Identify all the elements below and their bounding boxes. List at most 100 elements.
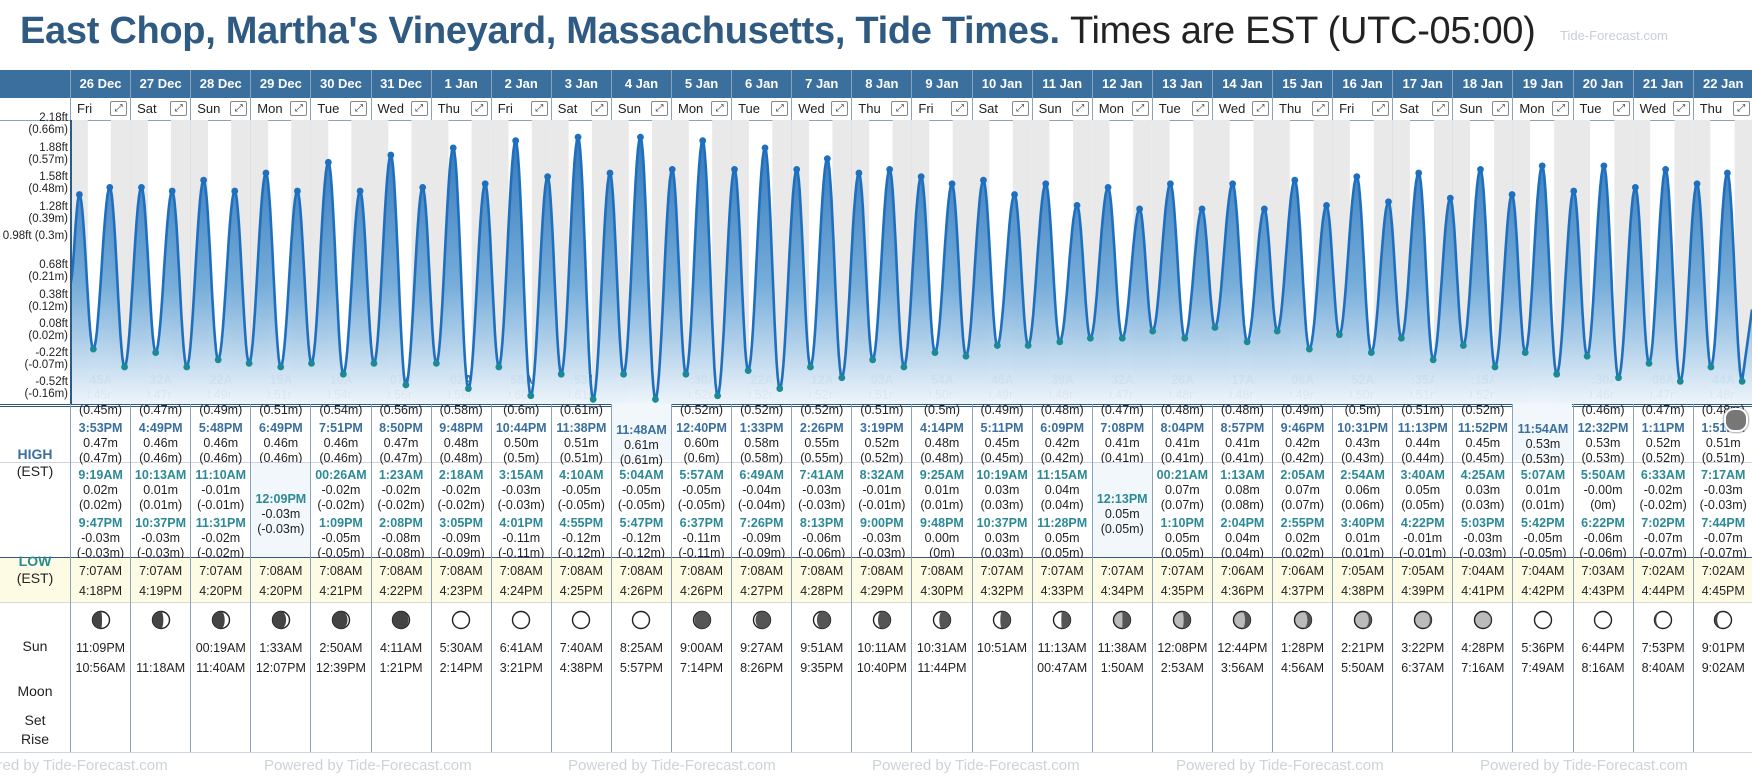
- low-tide-point: [464, 385, 472, 392]
- high-tide-entry: 8:50PM 0.47m (0.47m): [372, 421, 431, 466]
- low-tide-height-alt: (-0.03m): [76, 546, 125, 560]
- moonset-time: 7:40AM: [559, 641, 603, 655]
- high-tide-height: 0.58m: [744, 436, 780, 450]
- low-tide-height: -0.02m: [441, 483, 481, 497]
- low-tide-point: [1024, 342, 1032, 349]
- expand-icon[interactable]: ⤢: [1372, 101, 1390, 116]
- expand-icon[interactable]: ⤢: [1312, 101, 1330, 116]
- expand-icon[interactable]: ⤢: [1191, 101, 1209, 116]
- low-tide-point: [277, 363, 285, 371]
- sunset-time: 4:35PM: [1160, 584, 1204, 598]
- high-tide-height: 0.41m: [1104, 436, 1140, 450]
- expand-icon[interactable]: ⤢: [410, 101, 428, 116]
- expand-icon[interactable]: ⤢: [1732, 101, 1750, 116]
- expand-icon[interactable]: ⤢: [290, 101, 308, 116]
- weekday-label: Tue: [1158, 101, 1181, 116]
- expand-icon[interactable]: ⤢: [1552, 101, 1570, 116]
- high-tide-point: [606, 169, 614, 177]
- moon-phase-icon: [331, 610, 351, 630]
- high-tide-height-alt: (0.47m): [1100, 403, 1144, 417]
- low-tide-point: [339, 370, 347, 378]
- moonset-time: 12:44PM: [1217, 641, 1268, 655]
- moon-cell: 3:22PM 6:37AM: [1393, 604, 1452, 682]
- high-tide-time: 9:46PM: [1280, 421, 1325, 435]
- moonrise-time: 8:16AM: [1581, 661, 1625, 675]
- low-tide-time: 2:55PM: [1280, 516, 1325, 530]
- high-tide-height-alt: (0.49m): [199, 403, 243, 417]
- expand-icon[interactable]: ⤢: [1612, 101, 1630, 116]
- moon-phase-icon: [932, 610, 952, 630]
- high-tide-height-alt: (0.55m): [800, 451, 844, 465]
- low-tide-point: [1397, 334, 1405, 342]
- expand-icon[interactable]: ⤢: [1251, 101, 1269, 116]
- scroll-handle[interactable]: [1724, 408, 1748, 432]
- high-tide-entry: 12:40PM 0.60m (0.6m): [672, 421, 731, 466]
- sunrise-time: 7:08AM: [680, 564, 724, 578]
- day-column: 26 DecFri⤢3:45AM0.45m(0.45m)3:53PM0.47m(…: [70, 70, 131, 752]
- low-tide-point: [1521, 349, 1529, 357]
- high-tide-time: 2:26PM: [799, 421, 844, 435]
- expand-icon[interactable]: ⤢: [1432, 101, 1450, 116]
- expand-icon[interactable]: ⤢: [951, 101, 969, 116]
- low-tide-entry: 10:13AM 0.01m (0.01m): [131, 468, 190, 513]
- high-tide-entry: 6:49PM 0.46m (0.46m): [251, 421, 310, 466]
- high-tide-height-alt: (0.47m): [139, 403, 183, 417]
- moonrise-time: 00:47AM: [1037, 661, 1088, 675]
- expand-icon[interactable]: ⤢: [1492, 101, 1510, 116]
- expand-icon[interactable]: ⤢: [170, 101, 188, 116]
- tide-chart: [70, 120, 1752, 404]
- high-tide-height-alt: (0.52m): [800, 403, 844, 417]
- high-tide-point: [449, 144, 457, 152]
- low-tide-height-alt: (-0.02m): [317, 498, 365, 512]
- expand-icon[interactable]: ⤢: [1131, 101, 1149, 116]
- expand-icon[interactable]: ⤢: [1071, 101, 1089, 116]
- moonrise-time: 9:35PM: [800, 661, 844, 675]
- expand-icon[interactable]: ⤢: [771, 101, 789, 116]
- high-tide-height-alt: (0.5m): [1344, 403, 1381, 417]
- low-tz-label: (EST): [16, 570, 54, 586]
- low-tide-entry: 7:44PM -0.07m (-0.07m): [1694, 516, 1752, 561]
- sunset-time: 4:25PM: [559, 584, 603, 598]
- high-tide-time: 5:48PM: [198, 421, 243, 435]
- expand-icon[interactable]: ⤢: [891, 101, 909, 116]
- high-tide-height-alt: (0.51m): [559, 451, 603, 465]
- high-tide-time: 1:33PM: [739, 421, 784, 435]
- low-tide-point: [121, 363, 128, 371]
- day-column: 22 JanThu⤢1:44AM0.48m(0.48m)1:51PM0.51m(…: [1692, 70, 1752, 752]
- high-tide-point: [1662, 166, 1670, 173]
- expand-icon[interactable]: ⤢: [530, 101, 548, 116]
- weekday-cell: Fri ⤢: [912, 98, 971, 120]
- low-tide-height-alt: (0.05m): [1160, 546, 1204, 560]
- row-separator: [0, 120, 1752, 121]
- low-tide-height-alt: (-0.05m): [677, 498, 726, 512]
- sun-times-cell: 7:03AM 4:43PM: [1573, 558, 1633, 602]
- low-tide-point: [1429, 356, 1437, 364]
- high-tide-time: 11:13PM: [1397, 421, 1448, 435]
- low-tide-entry: 11:31PM -0.02m (-0.02m): [191, 516, 250, 561]
- expand-icon[interactable]: ⤢: [470, 101, 488, 116]
- expand-icon[interactable]: ⤢: [590, 101, 608, 116]
- expand-icon[interactable]: ⤢: [711, 101, 729, 116]
- high-tide-height: 0.48m: [924, 436, 960, 450]
- expand-icon[interactable]: ⤢: [1672, 101, 1690, 116]
- low-tide-time: 12:13PM: [1096, 492, 1148, 506]
- high-tide-height: 0.52m: [1645, 436, 1681, 450]
- expand-icon[interactable]: ⤢: [831, 101, 849, 116]
- moonset-time: 12:08PM: [1157, 641, 1208, 655]
- expand-icon[interactable]: ⤢: [650, 101, 668, 116]
- sun-times-cell: 7:07AM 4:18PM: [71, 558, 131, 602]
- date-header: 10 Jan: [972, 70, 1032, 98]
- weekday-label: Thu: [437, 101, 460, 116]
- date-header: 31 Dec: [371, 70, 431, 98]
- expand-icon[interactable]: ⤢: [350, 101, 368, 116]
- moonrise-time: 5:50AM: [1341, 661, 1385, 675]
- low-tide-time: 7:17AM: [1701, 468, 1746, 482]
- expand-icon[interactable]: ⤢: [110, 101, 128, 116]
- sunset-time: 4:42PM: [1521, 584, 1565, 598]
- expand-icon[interactable]: ⤢: [1011, 101, 1029, 116]
- expand-icon[interactable]: ⤢: [230, 101, 248, 116]
- date-header: 22 Jan: [1693, 70, 1752, 98]
- high-tide-point: [1723, 169, 1731, 177]
- weekday-cell: Tue ⤢: [732, 98, 791, 120]
- low-tide-point: [1211, 324, 1219, 331]
